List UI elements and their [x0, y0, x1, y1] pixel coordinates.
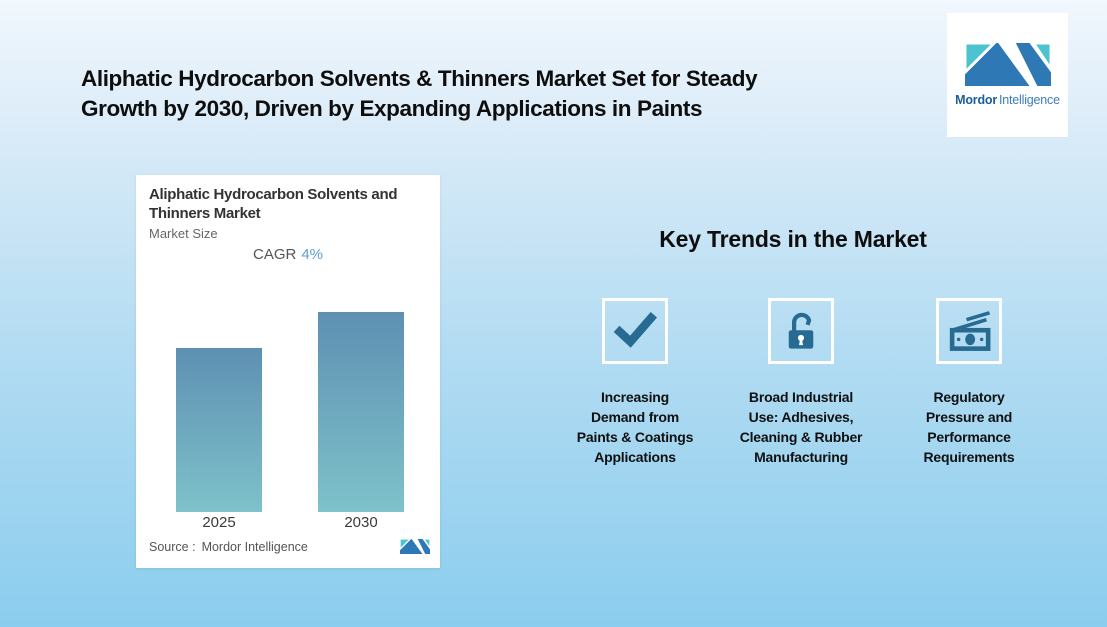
page-title: Aliphatic Hydrocarbon Solvents & Thinner…	[81, 66, 758, 121]
open-padlock-icon	[788, 312, 814, 349]
trend-icon-box	[602, 298, 668, 364]
mordor-intelligence-logo: Mordor Intelligence	[947, 13, 1068, 137]
chart-subtitle: Market Size	[149, 226, 218, 241]
brand-name: Mordor Intelligence	[955, 93, 1060, 107]
trend-label: Regulatory Pressure and Performance Requ…	[923, 389, 1015, 465]
cagr-value: 4%	[301, 246, 324, 263]
source-row: Source : Mordor Intelligence	[149, 539, 430, 554]
bar-2025	[176, 348, 262, 512]
mordor-logo-mark-small-icon	[400, 539, 430, 554]
x-axis-label-2030: 2030	[344, 514, 378, 531]
money-banknotes-icon	[949, 311, 991, 351]
trend-label: Increasing Demand from Paints & Coatings…	[576, 389, 694, 465]
x-axis-label-2025: 2025	[202, 514, 236, 531]
brand-name-bold: Mordor	[955, 93, 997, 107]
cagr-label: CAGR	[252, 246, 297, 263]
source-text: Source : Mordor Intelligence	[149, 540, 308, 554]
source-label: Source :	[149, 539, 196, 554]
trend-label: Broad Industrial Use: Adhesives, Cleanin…	[739, 389, 863, 465]
cagr-annotation: CAGR 4%	[136, 246, 440, 263]
market-chart-card: Aliphatic Hydrocarbon Solvents and Thinn…	[136, 175, 440, 568]
chart-title: Aliphatic Hydrocarbon Solvents and Thinn…	[149, 186, 398, 222]
trend-item-industrial-use: Broad Industrial Use: Adhesives, Cleanin…	[721, 298, 881, 467]
mordor-logo-mark-icon	[964, 43, 1051, 86]
source-value: Mordor Intelligence	[201, 539, 308, 554]
checkmark-icon	[613, 312, 658, 348]
trend-icon-box	[768, 298, 834, 364]
trend-item-regulatory: Regulatory Pressure and Performance Requ…	[889, 298, 1049, 467]
trend-item-demand: Increasing Demand from Paints & Coatings…	[555, 298, 715, 467]
trends-heading: Key Trends in the Market	[659, 226, 927, 252]
bar-2030	[318, 312, 404, 512]
trend-icon-box	[936, 298, 1002, 364]
brand-name-regular: Intelligence	[999, 93, 1060, 107]
